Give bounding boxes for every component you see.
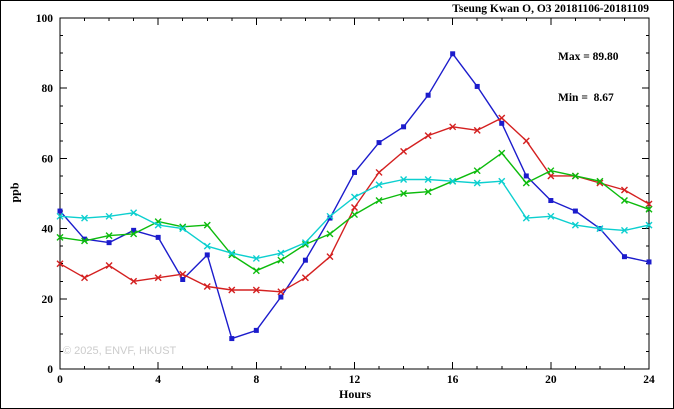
series-blue-marker [376, 140, 382, 146]
series-blue-marker [523, 173, 529, 179]
series-blue-marker [278, 294, 284, 300]
series-blue-marker [352, 169, 357, 175]
series-blue-marker [57, 208, 63, 214]
tick-label: 0 [57, 374, 63, 386]
max-annotation: Max = 89.80 [558, 51, 619, 63]
series-blue-marker [204, 252, 210, 258]
tick-label: 100 [36, 13, 54, 25]
tick-label: 0 [47, 364, 53, 376]
series-blue-marker [474, 83, 480, 89]
tick-label: 4 [155, 374, 161, 386]
series-blue-marker [131, 227, 137, 233]
watermark: © 2025, ENVF, HKUST [63, 345, 177, 357]
tick-label: 80 [42, 83, 54, 95]
series-blue-marker [302, 257, 308, 263]
chart-title: Tseung Kwan O, O3 20181106-20181109 [452, 3, 649, 15]
series-blue-marker [180, 276, 186, 282]
tick-label: 20 [545, 374, 557, 386]
series-blue-marker [106, 240, 112, 246]
series-red [56, 114, 653, 296]
tick-label: 40 [42, 224, 54, 236]
tick-label: 60 [42, 153, 54, 165]
series-cyan-line [59, 178, 650, 260]
x-axis-label: Hours [338, 387, 371, 401]
min-annotation: Min = 8.67 [558, 91, 614, 104]
series-blue-marker [548, 198, 554, 204]
tick-label: 24 [643, 374, 655, 386]
series-blue-marker [155, 234, 161, 240]
series-blue-marker [572, 208, 578, 214]
series-blue-marker [646, 259, 652, 265]
series-blue [57, 51, 652, 342]
series-blue-marker [82, 236, 88, 242]
series-blue-marker [425, 92, 431, 98]
series-blue-marker [621, 254, 627, 260]
series-blue-marker [499, 120, 505, 126]
series-blue-marker [229, 336, 235, 342]
tick-label: 12 [349, 374, 361, 386]
series-blue-marker [253, 327, 259, 333]
series-blue-marker [450, 51, 456, 57]
tick-label: 8 [253, 374, 259, 386]
tick-label: 16 [447, 374, 459, 386]
series-cyan [56, 175, 653, 262]
y-axis-label: ppb [7, 182, 22, 203]
tick-label: 20 [42, 294, 54, 306]
series-green [56, 149, 653, 275]
stats-annotation: Max = 89.80 Min = 8.67 [558, 24, 619, 132]
axis-ticks: 0 4 8 12 16 20 24 0 20 40 60 80 100 [36, 13, 655, 386]
series-blue-marker [327, 215, 333, 221]
series-blue-marker [401, 124, 407, 130]
